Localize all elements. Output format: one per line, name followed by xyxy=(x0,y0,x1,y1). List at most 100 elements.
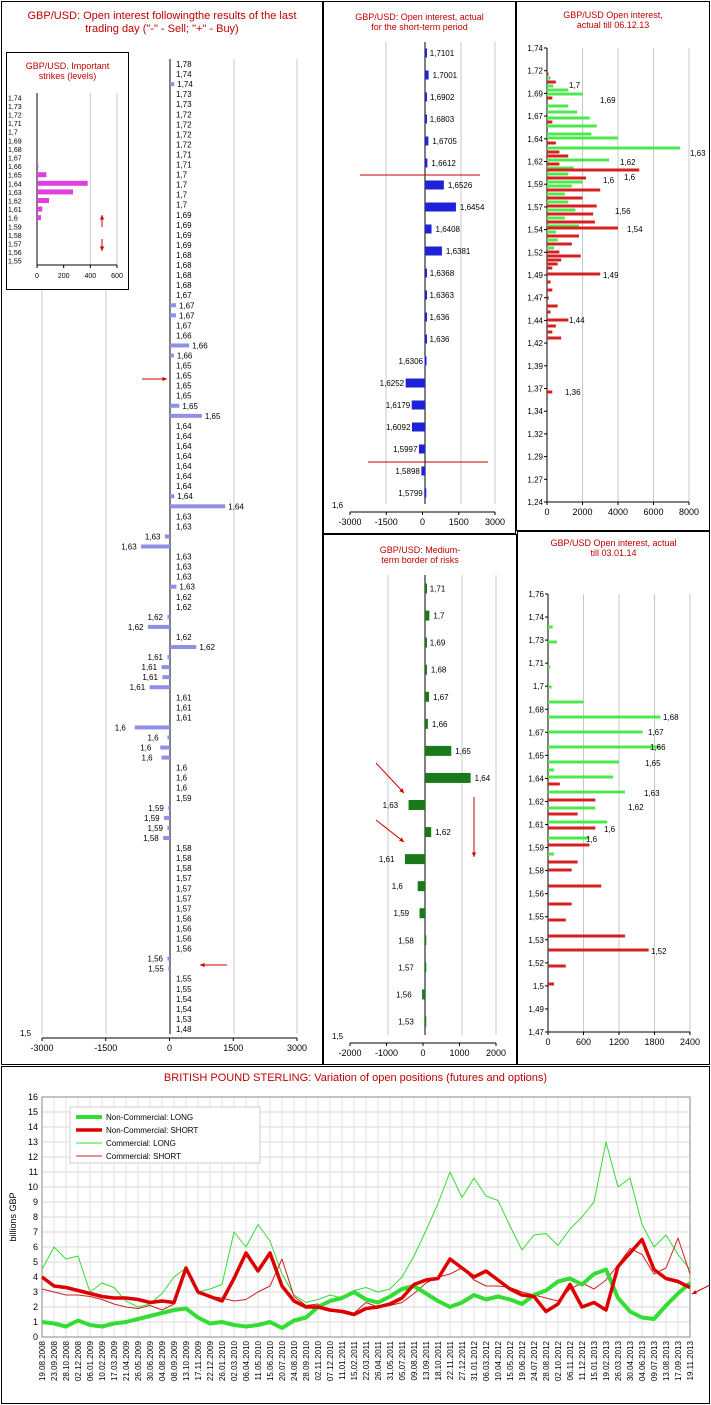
medium-term-panel: GBP/USD: Medium-term border of risks 1,7… xyxy=(323,534,517,1065)
short-bottom-label: 1,6 xyxy=(332,501,344,510)
a1-y-tick-label: 1,39 xyxy=(527,362,543,371)
a1-y-tick-label: 1,67 xyxy=(527,112,543,121)
a1-bar xyxy=(547,390,553,394)
a2-bar xyxy=(548,934,625,938)
inset-tick-label: 600 xyxy=(111,273,123,280)
medium-term-chart: 1,71 1,7 1,69 1,68 1,67 1,66 1,65 1,64 1,63 1,62 1… xyxy=(332,575,506,1058)
a1-bar xyxy=(547,262,558,266)
a2-bar xyxy=(548,685,552,689)
inset-strike-label: 1,55 xyxy=(8,259,22,266)
a1-bar xyxy=(547,250,560,254)
main-strike-label: 1,7 xyxy=(176,181,188,190)
short-bar xyxy=(425,70,429,80)
short-strike-label: 1,5997 xyxy=(393,445,418,454)
a2-bar xyxy=(548,640,557,644)
cot-x-tick-label: 13.08.2013 xyxy=(662,1340,671,1381)
cot-x-tick-label: 19.02.2013 xyxy=(602,1340,611,1381)
a2-y-tick-label: 1,59 xyxy=(528,844,544,853)
short-strike-label: 1,6092 xyxy=(386,423,411,432)
cot-x-tick-label: 15.06.2010 xyxy=(266,1340,275,1381)
main-strike-label: 1,61 xyxy=(176,703,192,712)
main-strike-label: 1,57 xyxy=(176,904,192,913)
a2-tick-label: 1800 xyxy=(644,1037,664,1047)
inset-strike-label: 1,58 xyxy=(8,233,22,240)
short-strike-label: 1,6363 xyxy=(429,291,454,300)
actual-030114-chart: 1,761,741,731,711,71,681,671,651,641,621… xyxy=(528,590,700,1047)
main-strike-label: 1,64 xyxy=(176,462,192,471)
actual-030114-panel: GBP/USD Open interest, actual till 03.01… xyxy=(517,531,710,1065)
cot-x-tick-label: 23.09.2008 xyxy=(50,1340,59,1381)
inset-strike-label: 1,74 xyxy=(8,95,22,102)
main-strike-label: 1,69 xyxy=(176,221,192,230)
main-bar xyxy=(170,504,226,509)
main-bar xyxy=(168,966,170,971)
inset-tick-label: 400 xyxy=(84,273,96,280)
a1-y-tick-label: 1,72 xyxy=(527,67,543,76)
med-bar xyxy=(424,1016,427,1027)
a1-y-tick-label: 1,44 xyxy=(527,316,543,325)
inset-bar xyxy=(37,172,47,178)
main-strike-label: 1,67 xyxy=(176,321,192,330)
main-arrow-2-head xyxy=(200,962,205,968)
a1-bar-annotation: 1,69 xyxy=(600,96,616,105)
med-arrow-1 xyxy=(375,762,405,794)
main-strike-label: 1,68 xyxy=(176,261,192,270)
short-bar xyxy=(421,466,425,476)
a1-bar xyxy=(547,84,554,88)
main-strike-label: 1,62 xyxy=(176,603,192,612)
cot-series-line xyxy=(40,1237,691,1317)
main-strike-label: 1,56 xyxy=(176,924,192,933)
med-strike-label: 1,63 xyxy=(383,801,399,810)
cot-x-tick-label: 31.01.2012 xyxy=(470,1340,479,1381)
main-strike-label: 1,65 xyxy=(205,412,221,421)
a1-y-tick-label: 1,42 xyxy=(527,339,543,348)
cot-y-tick-label: 6 xyxy=(33,1242,38,1252)
inset-strike-label: 1,65 xyxy=(8,173,22,180)
a1-bar xyxy=(547,254,581,258)
cot-x-tick-label: 11.01.2011 xyxy=(338,1340,347,1379)
cot-legend-label: Non-Commercial: SHORT xyxy=(106,1126,198,1135)
main-strike-label: 1,68 xyxy=(176,281,192,290)
short-bar xyxy=(425,246,442,256)
inset-strike-label: 1,56 xyxy=(8,250,22,257)
inset-title: GBP/USD. Important strikes (levels) xyxy=(25,61,110,82)
cot-y-tick-label: 2 xyxy=(33,1302,38,1312)
main-bar xyxy=(170,82,175,87)
cot-x-tick-label: 10.04.2012 xyxy=(494,1340,503,1381)
cot-x-tick-label: 24.08.2010 xyxy=(290,1340,299,1381)
main-strike-label: 1,6 xyxy=(115,723,127,732)
main-bar xyxy=(167,956,170,961)
a1-bar xyxy=(547,168,640,172)
cot-x-tick-label: 17.03.2009 xyxy=(110,1340,119,1381)
a2-bar-annotation: 1,6 xyxy=(604,825,616,834)
main-bar xyxy=(167,655,170,660)
a1-bar xyxy=(547,200,569,204)
med-strike-label: 1,56 xyxy=(396,990,412,999)
a2-bar xyxy=(548,700,584,704)
med-bar xyxy=(425,610,430,621)
a1-bar xyxy=(547,318,569,322)
a1-y-tick-label: 1,29 xyxy=(527,453,543,462)
main-strike-label: 1,54 xyxy=(176,995,192,1004)
a1-bar xyxy=(547,272,601,276)
main-strike-label: 1,7 xyxy=(176,171,188,180)
inset-strike-label: 1,7 xyxy=(8,130,18,137)
a1-bar xyxy=(547,141,556,145)
med-strike-label: 1,66 xyxy=(432,720,448,729)
main-strike-label: 1,6 xyxy=(176,764,188,773)
med-arrow-3-head xyxy=(471,852,477,857)
short-strike-label: 1,6408 xyxy=(436,225,461,234)
short-strike-label: 1,6179 xyxy=(386,401,411,410)
a1-bar xyxy=(547,116,590,120)
main-bar xyxy=(162,675,170,680)
actual-061213-panel: GBP/USD Open interest, actual till 06.12… xyxy=(516,1,710,531)
main-bar xyxy=(170,645,197,650)
cot-x-tick-label: 08.09.2009 xyxy=(170,1340,179,1381)
short-bar xyxy=(425,114,427,124)
cot-y-tick-label: 0 xyxy=(33,1332,38,1342)
main-strike-label: 1,58 xyxy=(176,854,192,863)
inset-strike-label: 1,68 xyxy=(8,147,22,154)
short-strike-label: 1,6803 xyxy=(430,115,455,124)
main-bar xyxy=(163,835,170,840)
a2-bar xyxy=(548,798,596,802)
